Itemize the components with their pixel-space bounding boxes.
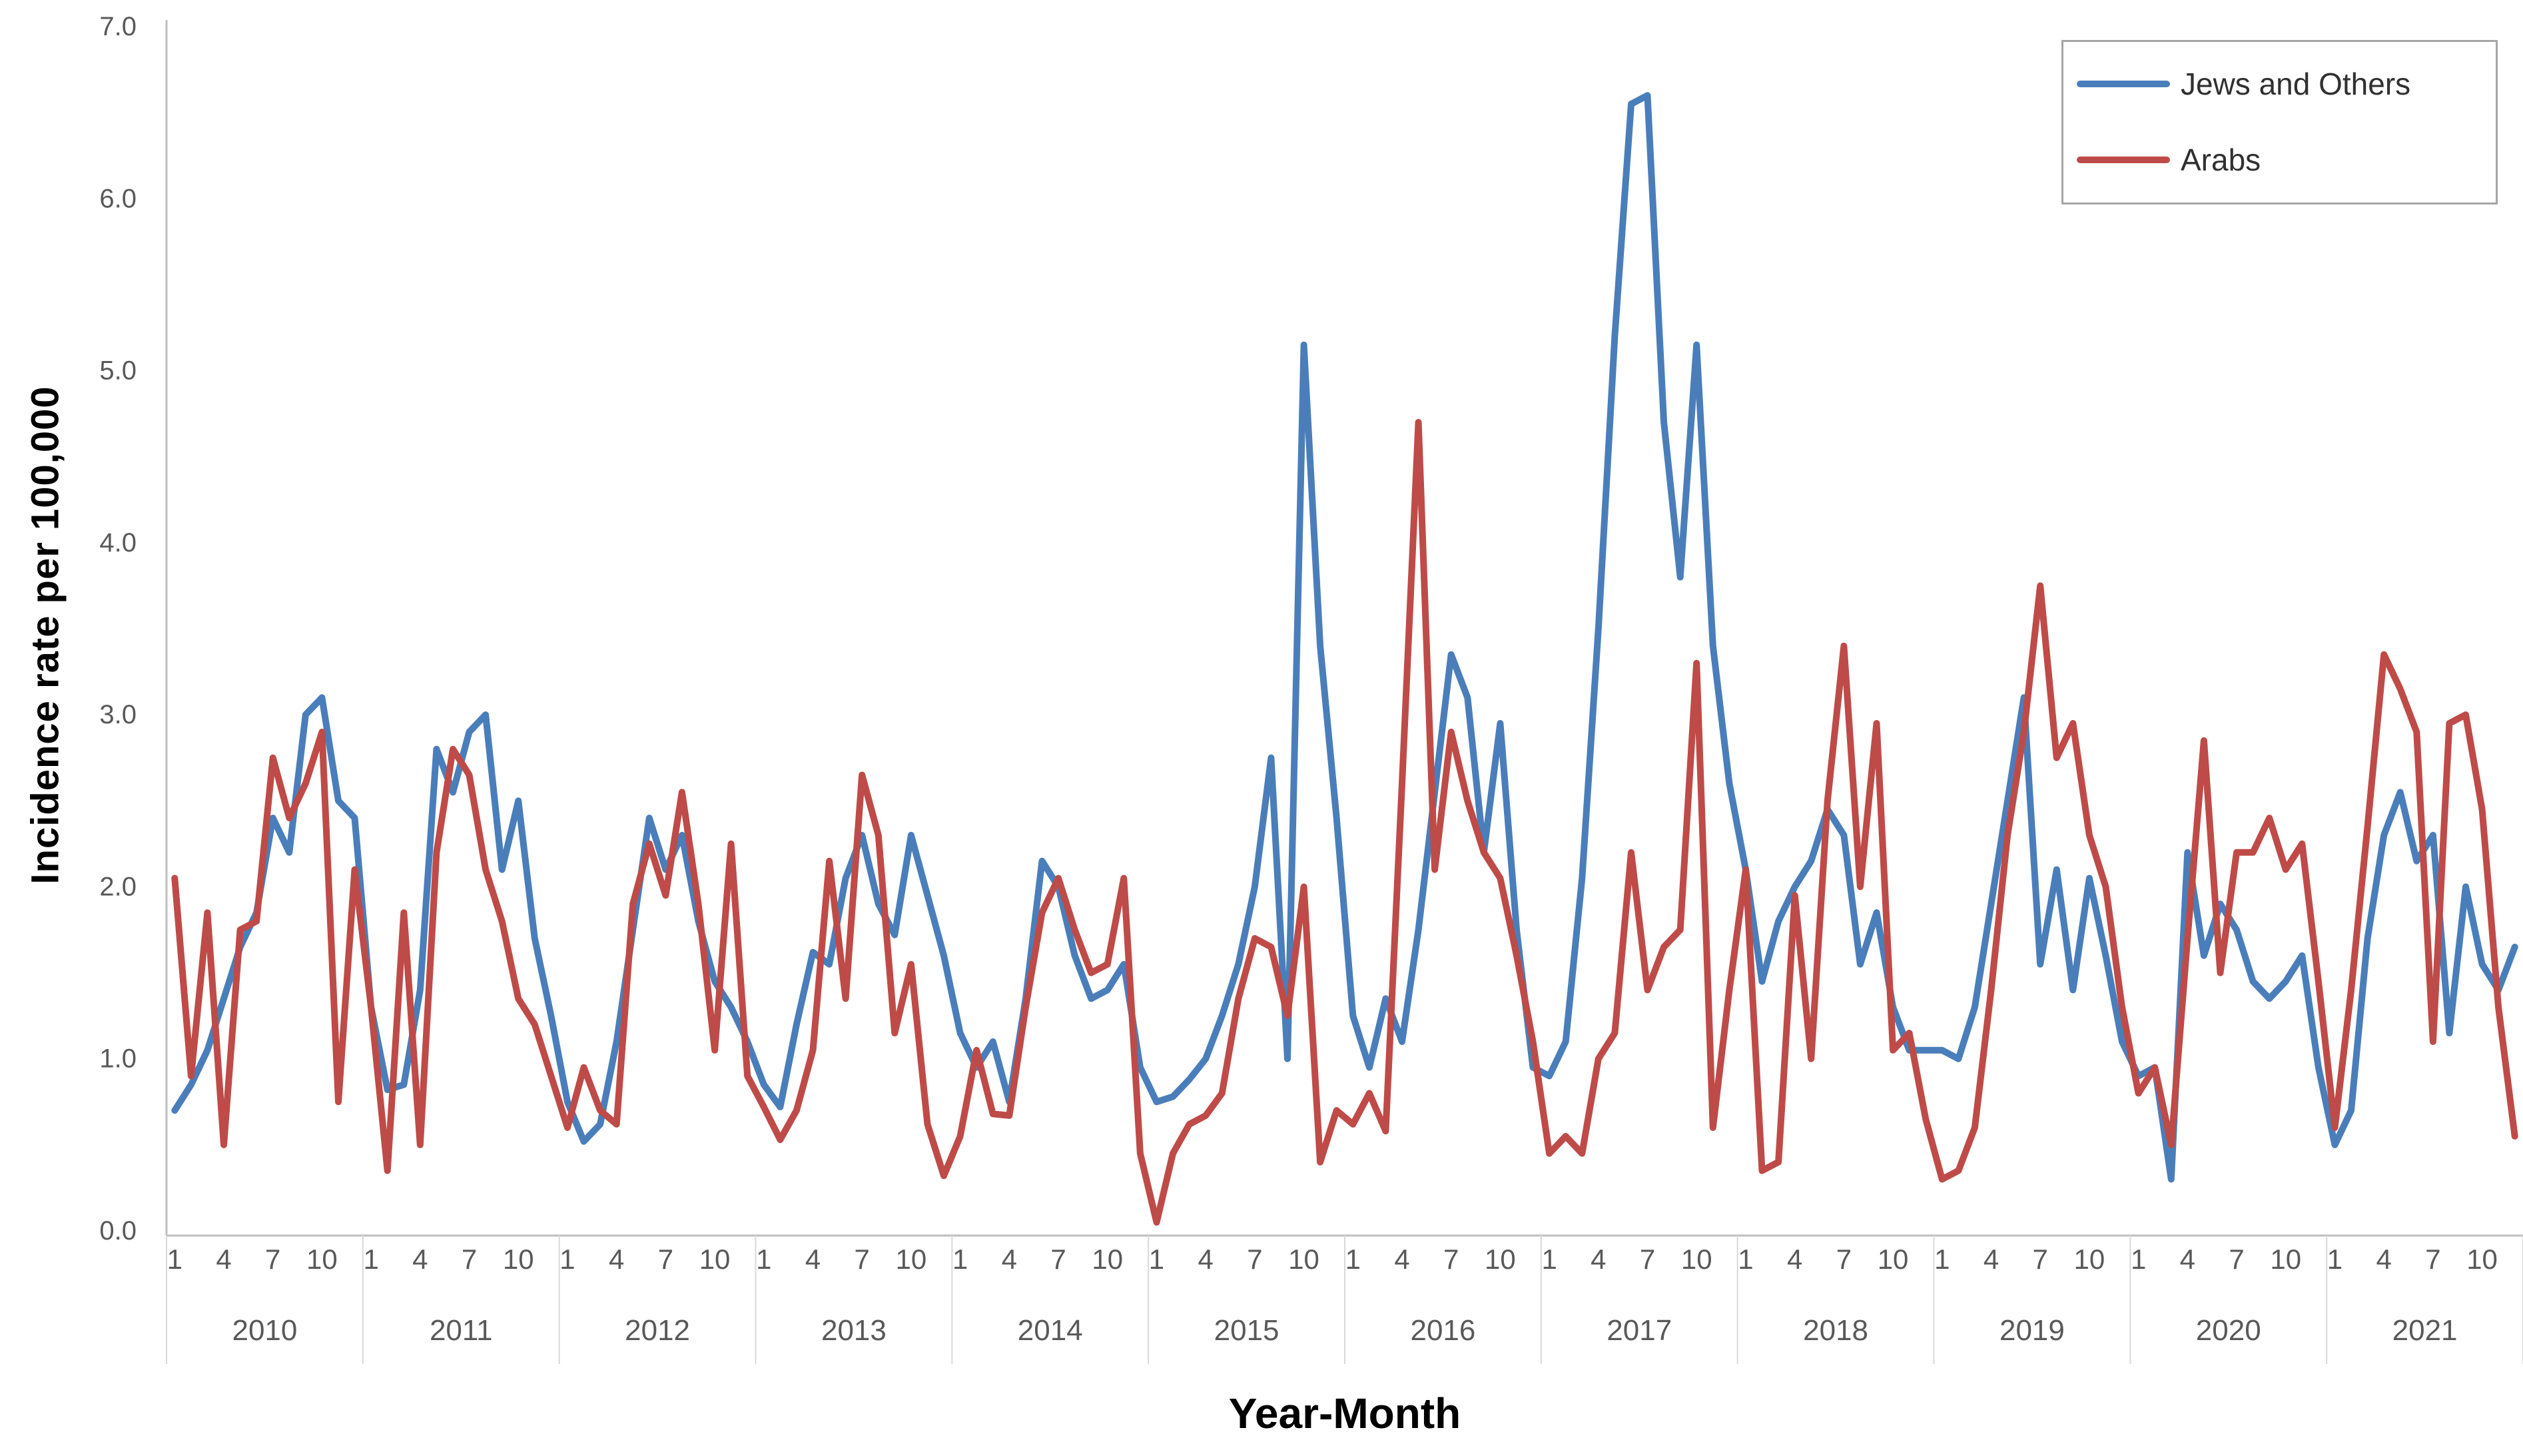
- month-tick-label: 7: [462, 1244, 477, 1275]
- month-tick-label: 1: [559, 1244, 575, 1275]
- series-line-jews-and-others: [171, 92, 2518, 1183]
- legend-item-arabs: Arabs: [2077, 143, 2261, 177]
- year-label: 2016: [1410, 1314, 1475, 1347]
- month-tick-label: 10: [503, 1244, 534, 1275]
- month-tick-label: 1: [1541, 1244, 1557, 1275]
- y-tick-label: 3.0: [99, 700, 137, 729]
- month-tick-label: 1: [952, 1244, 968, 1275]
- month-tick-label: 4: [805, 1244, 821, 1275]
- month-tick-label: 4: [1198, 1244, 1213, 1275]
- y-axis-title: Incidence rate per 100,000: [23, 386, 67, 885]
- month-tick-label: 7: [1836, 1244, 1852, 1275]
- month-tick-label: 1: [2131, 1244, 2146, 1275]
- month-tick-label: 1: [1149, 1244, 1164, 1275]
- year-label: 2021: [2392, 1314, 2458, 1347]
- month-tick-label: 7: [2229, 1244, 2244, 1275]
- month-tick-label: 10: [2270, 1244, 2301, 1275]
- y-tick-label: 2.0: [99, 872, 137, 901]
- month-tick-label: 1: [363, 1244, 378, 1275]
- year-label: 2014: [1018, 1314, 1083, 1347]
- y-tick-label: 4.0: [99, 528, 137, 557]
- series-layer: [171, 92, 2518, 1226]
- y-tick-label: 6.0: [99, 184, 137, 213]
- legend-label: Arabs: [2181, 143, 2261, 177]
- year-label: 2017: [1607, 1314, 1672, 1347]
- year-label: 2018: [1803, 1314, 1868, 1347]
- month-tick-label: 10: [2074, 1244, 2105, 1275]
- legend-line-swatch-blue-icon: [2077, 81, 2170, 87]
- month-tick-label: 4: [412, 1244, 428, 1275]
- month-tick-label: 4: [1983, 1244, 1999, 1275]
- month-tick-label: 1: [167, 1244, 182, 1275]
- axes-layer: 0.0 1.0 2.0 3.0 4.0 5.0 6.0 7.0 1 4 7 10 2010 1 4 7 10 20…: [99, 12, 2523, 1364]
- month-tick-label: 1: [2327, 1244, 2343, 1275]
- legend-line-swatch-red-icon: [2077, 157, 2170, 163]
- y-tick-label: 5.0: [99, 356, 137, 386]
- month-tick-label: 10: [306, 1244, 338, 1275]
- year-label: 2011: [430, 1314, 493, 1347]
- year-label: 2020: [2196, 1314, 2261, 1347]
- month-tick-label: 4: [2180, 1244, 2195, 1275]
- year-label: 2015: [1214, 1314, 1279, 1347]
- legend: Jews and Others Arabs: [2061, 40, 2498, 204]
- year-label: 2019: [1999, 1314, 2065, 1347]
- month-tick-label: 10: [1681, 1244, 1712, 1275]
- y-tick-label: 1.0: [99, 1044, 137, 1074]
- month-tick-label: 10: [1485, 1244, 1516, 1275]
- month-tick-label: 7: [1247, 1244, 1262, 1275]
- month-tick-label: 7: [265, 1244, 280, 1275]
- month-tick-label: 4: [216, 1244, 231, 1275]
- month-tick-label: 4: [1394, 1244, 1409, 1275]
- month-tick-label: 4: [1787, 1244, 1802, 1275]
- legend-item-jews-and-others: Jews and Others: [2077, 67, 2410, 101]
- y-tick-label: 0.0: [99, 1216, 137, 1246]
- month-tick-label: 7: [2425, 1244, 2440, 1275]
- month-tick-label: 7: [658, 1244, 673, 1275]
- month-tick-label: 10: [896, 1244, 927, 1275]
- legend-label: Jews and Others: [2181, 67, 2411, 101]
- month-tick-label: 1: [756, 1244, 771, 1275]
- year-label: 2010: [232, 1314, 297, 1347]
- month-tick-label: 10: [2466, 1244, 2498, 1275]
- month-tick-label: 1: [1934, 1244, 1950, 1275]
- month-tick-label: 1: [1738, 1244, 1753, 1275]
- year-label: 2012: [625, 1314, 690, 1347]
- y-tick-label: 7.0: [99, 12, 137, 41]
- month-tick-label: 1: [1345, 1244, 1361, 1275]
- month-tick-label: 7: [1050, 1244, 1066, 1275]
- x-axis-title: Year-Month: [1228, 1389, 1461, 1437]
- month-tick-label: 10: [1092, 1244, 1123, 1275]
- year-label: 2013: [821, 1314, 887, 1347]
- month-tick-label: 7: [2033, 1244, 2048, 1275]
- month-tick-label: 4: [2376, 1244, 2391, 1275]
- month-tick-label: 10: [699, 1244, 731, 1275]
- month-tick-label: 10: [1878, 1244, 1909, 1275]
- month-tick-label: 7: [1443, 1244, 1459, 1275]
- month-tick-label: 7: [855, 1244, 870, 1275]
- month-tick-label: 4: [609, 1244, 624, 1275]
- month-tick-label: 4: [1002, 1244, 1017, 1275]
- month-tick-label: 10: [1288, 1244, 1319, 1275]
- month-tick-label: 4: [1591, 1244, 1606, 1275]
- month-tick-label: 7: [1640, 1244, 1655, 1275]
- series-line-arabs: [171, 419, 2518, 1226]
